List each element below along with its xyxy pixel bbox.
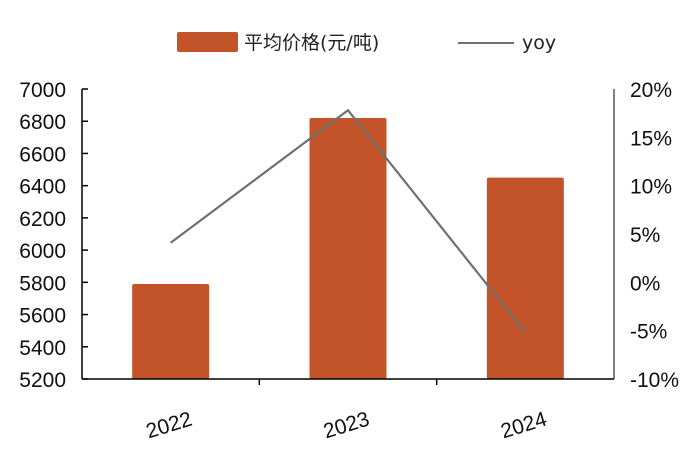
x-tick-label: 2022	[143, 408, 194, 444]
left-tick-label: 6400	[19, 176, 66, 199]
bar-2023	[309, 118, 387, 379]
right-tick-label: 5%	[630, 224, 660, 247]
left-tick-label: 5400	[19, 337, 66, 360]
left-tick-label: 7000	[19, 79, 66, 102]
right-tick-label: 10%	[630, 176, 672, 199]
right-axis: 20% 15% 10% 5% 0% -5% -10%	[613, 79, 679, 392]
legend-line-label: yoy	[522, 32, 556, 54]
right-tick-label: 0%	[630, 272, 660, 295]
yoy-line	[170, 108, 527, 334]
left-tick-label: 6000	[19, 240, 66, 263]
left-tick-label: 6200	[19, 208, 66, 231]
left-axis: 5200 5400 5600 5800 6000 6200 6400 6600 6800 7000	[19, 79, 88, 392]
right-tick-label: -10%	[630, 369, 679, 392]
left-tick-label: 5200	[19, 369, 66, 392]
line-series	[170, 108, 527, 334]
bar-2022	[132, 283, 210, 379]
right-tick-label: 20%	[630, 79, 672, 102]
left-tick-label: 6600	[19, 143, 66, 166]
legend-bar-swatch	[177, 32, 238, 52]
right-tick-label: 15%	[630, 127, 672, 150]
x-tick-label: 2024	[498, 408, 550, 444]
bar-2024	[486, 177, 564, 379]
legend-bar-label: 平均价格(元/吨)	[244, 32, 379, 54]
legend: 平均价格(元/吨) yoy	[177, 32, 556, 54]
left-tick-label: 6800	[19, 111, 66, 134]
x-tick-label: 2023	[321, 408, 372, 444]
x-axis: 2022 2023 2024	[82, 378, 614, 444]
bar-series	[132, 118, 564, 379]
right-tick-label: -5%	[630, 321, 667, 344]
left-tick-label: 5800	[19, 272, 66, 295]
left-tick-label: 5600	[19, 305, 66, 328]
